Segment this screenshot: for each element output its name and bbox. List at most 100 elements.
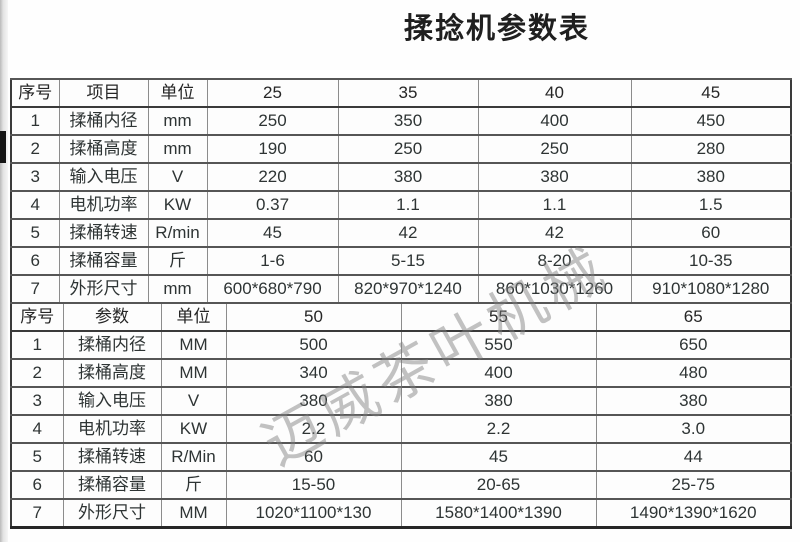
data-cell: 5 bbox=[10, 218, 60, 248]
data-cell: 250 bbox=[477, 134, 632, 164]
header-cell: 35 bbox=[337, 78, 479, 108]
data-cell: 25-75 bbox=[595, 470, 792, 500]
data-cell: mm bbox=[147, 106, 208, 136]
table-row: 1 揉桶内径 MM 500 550 650 bbox=[10, 330, 792, 360]
upper-spec-table: 序号 项目 单位 25 35 40 45 1 揉桶内径 mm 250 350 400 450 2 揉桶高度 m… bbox=[10, 78, 792, 304]
header-cell: 项目 bbox=[58, 78, 149, 108]
data-cell: 2 bbox=[10, 134, 60, 164]
header-cell: 45 bbox=[630, 78, 792, 108]
data-cell: KW bbox=[147, 190, 208, 220]
data-cell: 280 bbox=[630, 134, 792, 164]
table-row: 7 外形尺寸 MM 1020*1100*130 1580*1400*1390 1490*1… bbox=[10, 498, 792, 529]
data-cell: 8-20 bbox=[477, 246, 632, 276]
header-cell: 50 bbox=[225, 302, 402, 332]
header-cell: 65 bbox=[595, 302, 792, 332]
header-cell: 参数 bbox=[62, 302, 162, 332]
data-cell: mm bbox=[147, 274, 208, 304]
data-cell: 1 bbox=[10, 330, 64, 360]
data-cell: 220 bbox=[206, 162, 339, 192]
data-cell: V bbox=[160, 386, 227, 416]
table-row: 6 揉桶容量斤 1-6 5-15 8-20 10-35 bbox=[10, 246, 792, 276]
data-cell: MM bbox=[160, 358, 227, 388]
data-cell: 0.37 bbox=[206, 190, 339, 220]
data-cell: 380 bbox=[595, 386, 792, 416]
data-cell: 1.5 bbox=[630, 190, 792, 220]
data-cell: 380 bbox=[630, 162, 792, 192]
data-cell: MM bbox=[160, 498, 227, 529]
data-cell: 250 bbox=[337, 134, 479, 164]
data-cell: MM bbox=[160, 330, 227, 360]
data-cell: 820*970*1240 bbox=[337, 274, 479, 304]
data-cell: 42 bbox=[337, 218, 479, 248]
data-cell: 600*680*790 bbox=[206, 274, 339, 304]
data-cell: 1490*1390*1620 bbox=[595, 498, 792, 529]
data-cell: 2.2 bbox=[225, 414, 402, 444]
data-cell: 1 bbox=[10, 106, 60, 136]
header-cell: 单位 bbox=[147, 78, 208, 108]
data-cell: 3 bbox=[10, 162, 60, 192]
table-row: 7 外形尺寸 mm 600*680*790 820*970*1240 860*1030*1… bbox=[10, 274, 792, 304]
table-row: 3 输入电压 V 380 380 380 bbox=[10, 386, 792, 416]
data-cell: 400 bbox=[477, 106, 632, 136]
table-row: 2 揉桶高度 MM 340 400 480 bbox=[10, 358, 792, 388]
table-row: 4 电机功率 KW 0.37 1.1 1.1 1.5 bbox=[10, 190, 792, 220]
data-cell: 3.0 bbox=[595, 414, 792, 444]
data-cell: 外形尺寸 bbox=[58, 274, 149, 304]
data-cell: 1.1 bbox=[477, 190, 632, 220]
table-row: 1 揉桶内径 mm 250 350 400 450 bbox=[10, 106, 792, 136]
header-cell: 序号 bbox=[10, 78, 60, 108]
data-cell: 60 bbox=[225, 442, 402, 472]
data-cell: 44 bbox=[595, 442, 792, 472]
data-cell: 2.2 bbox=[400, 414, 597, 444]
data-cell: 6 bbox=[10, 470, 64, 500]
data-cell: 揉桶高度 bbox=[58, 134, 149, 164]
data-cell: 电机功率 bbox=[62, 414, 162, 444]
lower-spec-table: 序号 参数 单位 50 55 65 1 揉桶内径 MM 500 550 650 2 揉桶高度 MM 340 4… bbox=[10, 302, 792, 529]
data-cell: R/Min bbox=[160, 442, 227, 472]
data-cell: 揉桶转速 bbox=[58, 218, 149, 248]
data-cell: 650 bbox=[595, 330, 792, 360]
data-cell: 10-35 bbox=[630, 246, 792, 276]
data-cell: 1-6 bbox=[206, 246, 339, 276]
table-row: 5 揉桶转速 R/Min 60 45 44 bbox=[10, 442, 792, 472]
header-cell: 40 bbox=[477, 78, 632, 108]
data-cell: 380 bbox=[400, 386, 597, 416]
data-cell: 550 bbox=[400, 330, 597, 360]
data-cell: 340 bbox=[225, 358, 402, 388]
header-cell: 序号 bbox=[10, 302, 64, 332]
table-row: 5 揉桶转速 R/min 45 42 42 60 bbox=[10, 218, 792, 248]
data-cell: 4 bbox=[10, 190, 60, 220]
data-cell: 2 bbox=[10, 358, 64, 388]
data-cell: 20-65 bbox=[400, 470, 597, 500]
data-cell: 揉桶内径 bbox=[58, 106, 149, 136]
data-cell: 6 bbox=[10, 246, 60, 276]
data-cell: 42 bbox=[477, 218, 632, 248]
data-cell: 1020*1100*130 bbox=[225, 498, 402, 529]
data-cell: 7 bbox=[10, 274, 60, 304]
table-row: 4 电机功率 KW 2.2 2.2 3.0 bbox=[10, 414, 792, 444]
upper-header-row: 序号 项目 单位 25 35 40 45 bbox=[10, 78, 792, 108]
data-cell: KW bbox=[160, 414, 227, 444]
data-cell: 外形尺寸 bbox=[62, 498, 162, 529]
data-cell: 4 bbox=[10, 414, 64, 444]
data-cell: 电机功率 bbox=[58, 190, 149, 220]
data-cell: 斤 bbox=[160, 470, 227, 500]
data-cell: 860*1030*1260 bbox=[477, 274, 632, 304]
data-cell: 910*1080*1280 bbox=[630, 274, 792, 304]
data-cell: 5-15 bbox=[337, 246, 479, 276]
page-title: 揉捻机参数表 bbox=[403, 13, 590, 45]
table-row: 2 揉桶高度 mm 190 250 250 280 bbox=[10, 134, 792, 164]
data-cell: 斤 bbox=[147, 246, 208, 276]
data-cell: 450 bbox=[630, 106, 792, 136]
data-cell: 揉桶容量 bbox=[58, 246, 149, 276]
data-cell: 1580*1400*1390 bbox=[400, 498, 597, 529]
data-cell: 350 bbox=[337, 106, 479, 136]
data-cell: 揉桶转速 bbox=[62, 442, 162, 472]
data-cell: 480 bbox=[595, 358, 792, 388]
data-cell: V bbox=[147, 162, 208, 192]
data-cell: 190 bbox=[206, 134, 339, 164]
data-cell: 380 bbox=[337, 162, 479, 192]
data-cell: mm bbox=[147, 134, 208, 164]
data-cell: 45 bbox=[400, 442, 597, 472]
